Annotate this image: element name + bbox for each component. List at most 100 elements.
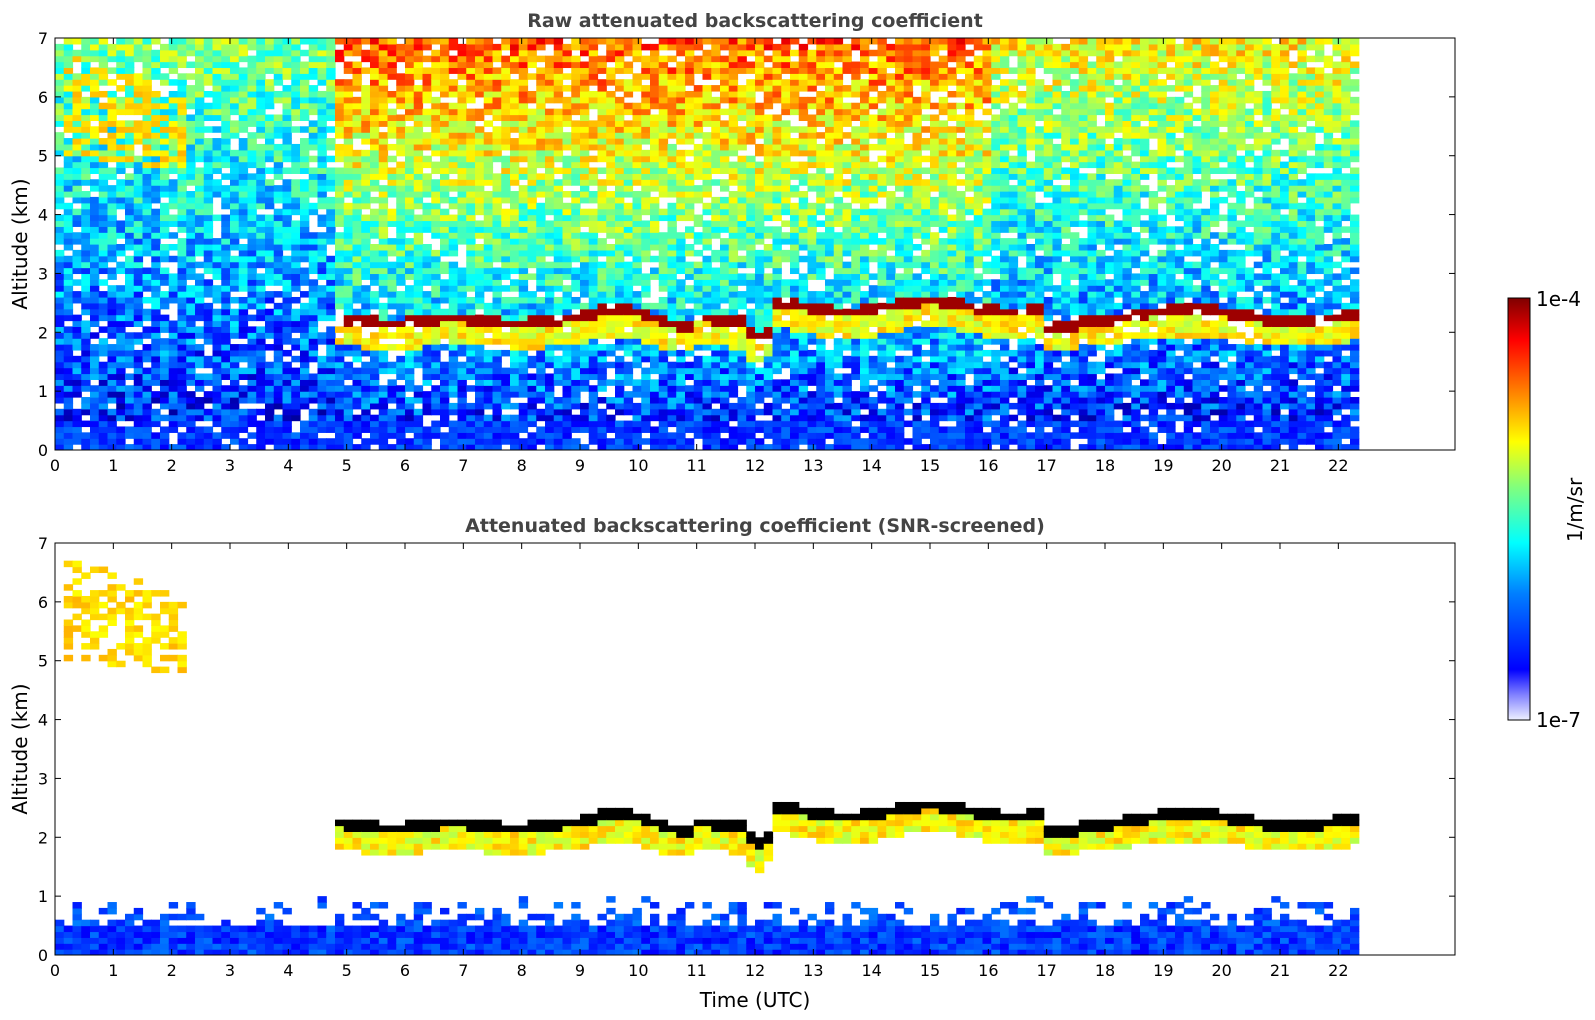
- heatmap-cell: [588, 314, 599, 322]
- heatmap-cell: [55, 367, 65, 375]
- heatmap-cell: [317, 132, 327, 139]
- heatmap-cell: [317, 302, 327, 310]
- heatmap-cell: [693, 173, 704, 180]
- heatmap-cell: [378, 391, 389, 398]
- heatmap-cell: [326, 349, 336, 357]
- heatmap-cell: [667, 232, 677, 239]
- heatmap-cell: [396, 261, 406, 269]
- heatmap-cell: [90, 373, 100, 380]
- heatmap-cell: [230, 402, 240, 410]
- heatmap-cell: [457, 349, 467, 357]
- heatmap-cell: [448, 214, 459, 222]
- heatmap-cell: [405, 49, 415, 57]
- heatmap-cell: [536, 314, 546, 322]
- heatmap-cell: [317, 43, 327, 51]
- heatmap-cell: [107, 55, 117, 63]
- heatmap-cell: [186, 402, 196, 410]
- heatmap-cell: [256, 179, 266, 186]
- heatmap-cell: [597, 149, 607, 157]
- heatmap-cell: [763, 367, 774, 375]
- heatmap-cell: [186, 308, 196, 316]
- heatmap-cell: [177, 267, 187, 275]
- heatmap-cell: [335, 296, 345, 304]
- heatmap-cell: [597, 90, 607, 98]
- heatmap-cell: [553, 85, 564, 92]
- heatmap-cell: [685, 361, 695, 369]
- heatmap-cell: [98, 214, 109, 222]
- heatmap-cell: [308, 267, 319, 275]
- heatmap-cell: [282, 432, 292, 439]
- heatmap-cell: [125, 179, 135, 186]
- heatmap-cell: [685, 214, 695, 222]
- heatmap-cell: [212, 43, 222, 51]
- heatmap-cell: [63, 61, 74, 69]
- heatmap-cell: [580, 314, 590, 322]
- heatmap-cell: [580, 90, 590, 98]
- heatmap-cell: [413, 191, 424, 198]
- heatmap-cell: [755, 108, 765, 116]
- heatmap-cell: [212, 367, 222, 375]
- heatmap-cell: [685, 244, 695, 251]
- heatmap-cell: [755, 291, 765, 298]
- heatmap-cell: [466, 90, 476, 98]
- heatmap-cell: [431, 420, 441, 428]
- heatmap-cell: [431, 349, 441, 357]
- heatmap-cell: [151, 249, 161, 257]
- heatmap-cell: [597, 426, 607, 433]
- heatmap-cell: [676, 79, 686, 86]
- heatmap-cell: [317, 67, 327, 74]
- heatmap-cell: [615, 397, 625, 404]
- heatmap-cell: [133, 432, 144, 439]
- heatmap-cell: [282, 138, 292, 145]
- heatmap-cell: [623, 120, 634, 127]
- heatmap-cell: [343, 155, 354, 163]
- heatmap-cell: [195, 173, 205, 180]
- heatmap-cell: [606, 249, 616, 257]
- heatmap-cell: [545, 349, 555, 357]
- heatmap-cell: [291, 255, 301, 263]
- heatmap-cell: [632, 102, 642, 110]
- heatmap-cell: [98, 43, 109, 51]
- heatmap-cell: [711, 391, 721, 398]
- heatmap-cell: [597, 79, 607, 86]
- heatmap-cell: [195, 326, 205, 333]
- heatmap-cell: [90, 391, 100, 398]
- heatmap-cell: [536, 408, 546, 416]
- heatmap-cell: [396, 96, 406, 104]
- heatmap-cell: [518, 73, 529, 80]
- heatmap-cell: [501, 420, 511, 428]
- heatmap-cell: [571, 102, 581, 110]
- heatmap-cell: [536, 367, 546, 375]
- heatmap-cell: [177, 279, 187, 286]
- heatmap-cell: [107, 320, 117, 327]
- heatmap-cell: [623, 314, 634, 322]
- heatmap-cell: [72, 391, 82, 398]
- heatmap-cell: [492, 414, 502, 422]
- heatmap-cell: [711, 296, 721, 304]
- heatmap-cell: [501, 367, 511, 375]
- heatmap-cell: [195, 296, 205, 304]
- heatmap-cell: [711, 373, 721, 380]
- heatmap-cell: [702, 308, 712, 316]
- heatmap-cell: [685, 43, 695, 51]
- heatmap-cell: [308, 420, 319, 428]
- heatmap-cell: [396, 196, 406, 204]
- heatmap-cell: [282, 385, 292, 392]
- heatmap-cell: [230, 202, 240, 210]
- heatmap-cell: [667, 391, 677, 398]
- heatmap-cell: [116, 202, 126, 210]
- heatmap-cell: [168, 373, 179, 380]
- heatmap-cell: [606, 273, 616, 280]
- heatmap-cell: [63, 167, 74, 174]
- heatmap-cell: [483, 232, 494, 239]
- heatmap-cell: [650, 79, 660, 86]
- heatmap-cell: [90, 161, 100, 169]
- heatmap-cell: [693, 308, 704, 316]
- heatmap-cell: [422, 408, 432, 416]
- heatmap-cell: [212, 61, 222, 69]
- heatmap-cell: [693, 90, 704, 98]
- heatmap-cell: [466, 179, 476, 186]
- heatmap-cell: [588, 332, 599, 339]
- heatmap-cell: [720, 296, 730, 304]
- heatmap-cell: [273, 185, 284, 192]
